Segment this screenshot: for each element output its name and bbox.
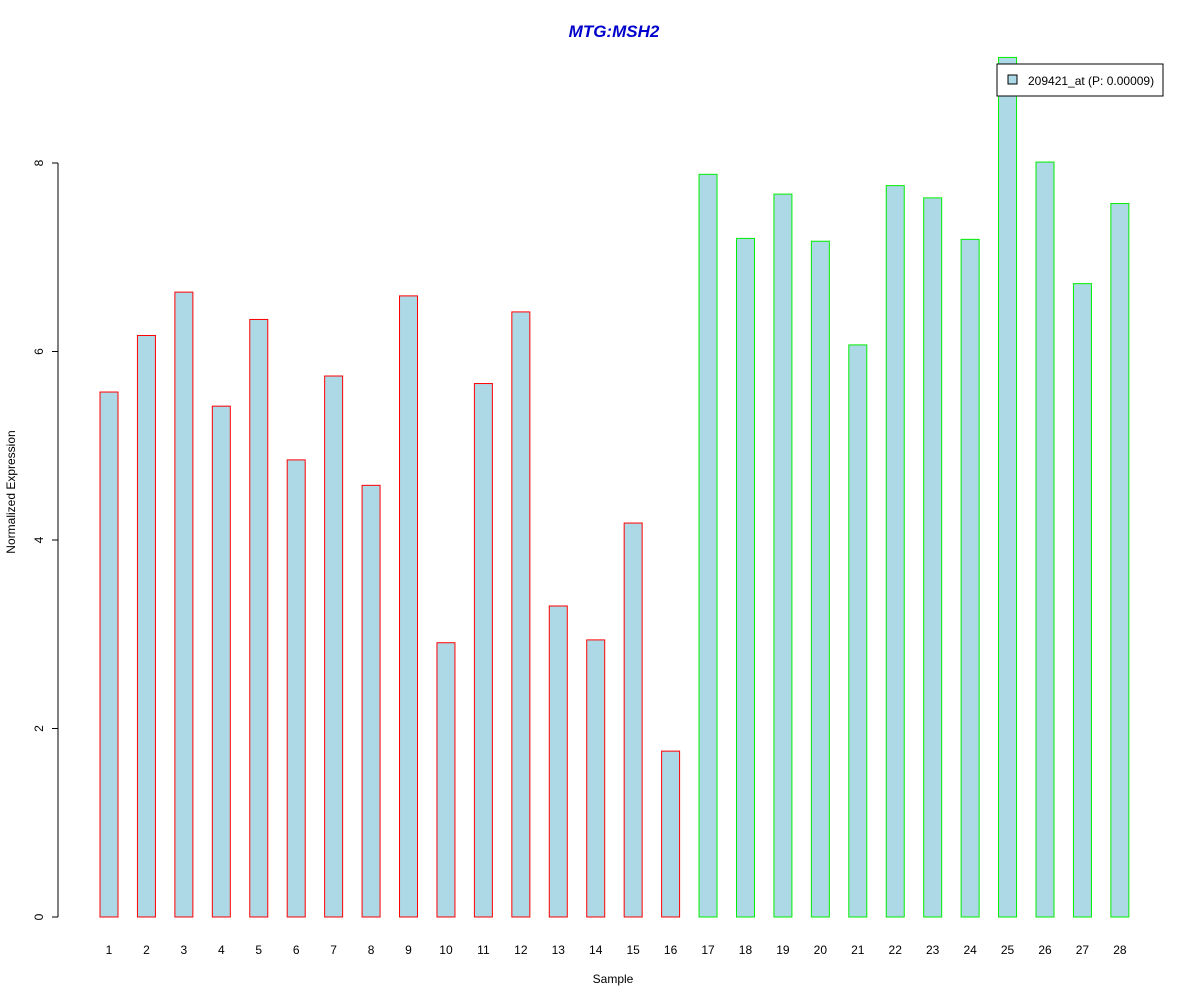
x-tick-label: 3: [181, 943, 188, 957]
y-tick-label: 8: [32, 159, 46, 166]
bar-sample-18: [735, 237, 755, 918]
x-tick-label: 11: [477, 943, 490, 957]
bar-sample-27: [1072, 283, 1092, 918]
bar-sample-8: [361, 484, 381, 918]
y-tick-label: 0: [32, 913, 46, 920]
x-axis-label: Sample: [593, 972, 634, 986]
bar-sample-23: [923, 197, 943, 918]
x-tick-label: 17: [701, 943, 715, 957]
y-tick-label: 6: [32, 348, 46, 355]
y-tick-label: 4: [32, 536, 46, 543]
x-tick-label: 2: [143, 943, 150, 957]
x-tick-label: 8: [368, 943, 375, 957]
x-tick-label: 10: [439, 943, 453, 957]
x-tick-label: 21: [851, 943, 865, 957]
x-tick-label: 16: [664, 943, 678, 957]
x-tick-label: 1: [106, 943, 113, 957]
bars-group: [99, 56, 1130, 918]
chart-title: MTG:MSH2: [569, 22, 660, 41]
x-tick-label: 20: [814, 943, 828, 957]
bar-sample-12: [511, 311, 531, 918]
legend: 209421_at (P: 0.00009): [996, 63, 1164, 97]
x-tick-label: 25: [1001, 943, 1015, 957]
x-tick-label: 13: [552, 943, 566, 957]
x-tick-label: 18: [739, 943, 753, 957]
legend-swatch: [1007, 74, 1018, 85]
bar-sample-22: [885, 185, 905, 918]
bar-sample-6: [286, 459, 306, 918]
legend-box: [996, 63, 1164, 97]
bar-sample-5: [249, 318, 269, 918]
x-tick-label: 28: [1113, 943, 1127, 957]
bar-sample-26: [1035, 161, 1055, 918]
bar-sample-1: [99, 391, 119, 918]
bar-sample-20: [810, 240, 830, 918]
x-tick-label: 27: [1076, 943, 1090, 957]
bar-sample-10: [436, 642, 456, 918]
x-tick-label: 14: [589, 943, 603, 957]
x-tick-label: 12: [514, 943, 528, 957]
x-tick-label: 4: [218, 943, 225, 957]
x-tick-label: 26: [1038, 943, 1052, 957]
bar-sample-19: [773, 193, 793, 918]
x-tick-label: 15: [626, 943, 640, 957]
bar-sample-16: [661, 750, 681, 918]
y-tick-label: 2: [32, 725, 46, 732]
x-tick-label: 22: [889, 943, 903, 957]
bar-sample-21: [848, 344, 868, 918]
x-tick-label: 5: [255, 943, 262, 957]
x-tick-label: 19: [776, 943, 790, 957]
bar-sample-17: [698, 173, 718, 918]
x-tick-labels: 1 2 3 4 5 6 7 8 9 10 11 12 13 14 15 16 17 18 19 20 21 22 23 24 2…: [106, 943, 1127, 957]
y-axis: 0 2 4 6 8: [32, 159, 59, 920]
bar-sample-14: [586, 639, 606, 918]
bar-sample-4: [211, 405, 231, 918]
x-tick-label: 24: [963, 943, 977, 957]
y-axis-label: Normalized Expression: [4, 430, 18, 553]
bar-sample-3: [174, 291, 194, 918]
bar-sample-15: [623, 522, 643, 918]
bar-sample-11: [473, 383, 493, 918]
x-tick-label: 7: [330, 943, 337, 957]
bar-sample-24: [960, 238, 980, 918]
bar-sample-28: [1110, 203, 1130, 918]
bar-sample-7: [324, 375, 344, 918]
bar-sample-25: [998, 56, 1018, 918]
bar-sample-13: [548, 605, 568, 918]
legend-label: 209421_at (P: 0.00009): [1028, 74, 1154, 88]
bar-sample-9: [399, 295, 419, 918]
x-tick-label: 23: [926, 943, 940, 957]
bar-sample-2: [136, 334, 156, 918]
x-tick-label: 6: [293, 943, 300, 957]
x-tick-label: 9: [405, 943, 412, 957]
